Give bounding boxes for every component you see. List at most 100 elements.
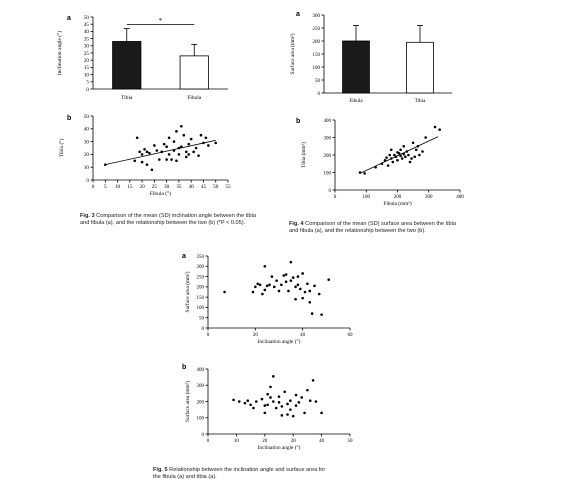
fig4b-point xyxy=(414,148,418,152)
fig4b-x-label: Fibula (mm²) xyxy=(383,200,411,207)
fig4b-point xyxy=(424,136,427,139)
fig3b-point xyxy=(180,145,183,149)
fig3-caption-label: Fig. 3 xyxy=(80,213,95,219)
fig5b-y-label: Surface area (mm²) xyxy=(184,381,191,422)
fig3a-y-tick-label: 30 xyxy=(84,44,90,50)
fig3b-point xyxy=(160,150,164,154)
fig4b-point xyxy=(407,153,410,157)
fig4b-point xyxy=(396,158,399,162)
fig3b-point xyxy=(145,150,149,154)
fig4b-x-tick-label: 200 xyxy=(394,195,402,200)
fig5a-y-tick-label: 350 xyxy=(197,255,205,260)
fig5b-point xyxy=(314,400,318,403)
fig5b-point xyxy=(232,398,235,402)
fig5-caption-text: Relationship between the inclination ang… xyxy=(153,467,326,481)
fig5a-y-tick-label: 0 xyxy=(202,327,205,332)
fig4a-category-label: Tibia xyxy=(415,98,426,104)
fig5a-point xyxy=(254,285,257,289)
fig5b-point xyxy=(252,406,255,410)
fig4b-point xyxy=(400,157,404,160)
fig3b-point xyxy=(140,153,144,156)
fig3b-point xyxy=(194,146,198,150)
fig4a-y-label: Surface area (mm²) xyxy=(289,33,296,74)
fig3b-point xyxy=(165,158,168,161)
fig5a-point xyxy=(310,312,314,315)
fig3b-point xyxy=(187,153,191,156)
fig5a-point xyxy=(296,275,300,278)
fig3b-point xyxy=(197,154,200,157)
fig4b-point xyxy=(416,144,420,148)
fig5a-point xyxy=(306,282,309,286)
fig3b-trend-line xyxy=(105,139,216,166)
fig5b-point xyxy=(311,379,315,382)
fig3b-point xyxy=(204,136,208,140)
fig3a-panel-label: a xyxy=(67,15,71,22)
fig3b-point xyxy=(133,159,137,163)
fig5b-y-tick-label: 200 xyxy=(197,400,205,405)
fig5b-point xyxy=(277,401,281,404)
fig3b-x-label: Fibula (°) xyxy=(150,190,171,197)
fig5a-panel-label: a xyxy=(182,253,186,260)
fig4b-point xyxy=(411,141,415,145)
fig5a-y-label: Surface area (mm²) xyxy=(184,271,191,312)
fig3b-point xyxy=(199,133,203,137)
fig4b-point xyxy=(391,160,395,164)
fig4b-x-tick-label: 100 xyxy=(363,195,371,200)
fig5a-x-tick-label: 0 xyxy=(207,333,210,338)
fig5a-point xyxy=(308,289,312,293)
fig4b-point xyxy=(389,148,393,152)
fig3b-point xyxy=(187,142,191,146)
fig5a-y-tick-label: 200 xyxy=(197,286,205,291)
fig3b-point xyxy=(148,151,151,155)
fig5b-point xyxy=(269,396,272,399)
fig3b-y-tick-label: 30 xyxy=(84,139,90,145)
fig3b-point xyxy=(184,155,188,159)
fig3a-significance-marker: * xyxy=(159,17,163,25)
fig5a-point xyxy=(303,290,307,294)
fig5b-point xyxy=(254,400,258,403)
fig3a-y-tick-label: 40 xyxy=(84,29,90,35)
fig4-caption-label: Fig. 4 xyxy=(289,221,304,227)
fig3b-point xyxy=(103,163,107,166)
fig4b-x-tick-label: 300 xyxy=(425,195,433,200)
fig5b-point xyxy=(249,403,252,407)
fig3a-y-tick-label: 25 xyxy=(84,51,90,57)
fig5a-point xyxy=(301,296,304,300)
fig3b-point xyxy=(153,144,156,147)
fig3b-y-tick-label: 40 xyxy=(84,127,90,133)
fig4b-point xyxy=(438,128,441,131)
fig4b-point xyxy=(421,150,424,153)
fig4b-point xyxy=(389,157,393,160)
fig4b-y-label: Tibia (mm²) xyxy=(300,142,307,168)
fig5a-y-tick-label: 50 xyxy=(199,317,205,322)
fig4b-y-tick-label: 300 xyxy=(324,136,332,141)
fig5b-x-tick-label: 50 xyxy=(348,439,354,444)
fig5a-x-tick-label: 20 xyxy=(253,333,259,338)
fig5b-point xyxy=(300,396,304,399)
fig5a-point xyxy=(272,285,276,289)
fig5a-point xyxy=(299,287,302,291)
fig5a-point xyxy=(263,264,267,268)
fig3b-panel-label: b xyxy=(67,115,71,122)
fig3b-point xyxy=(170,158,173,161)
fig4b-point xyxy=(405,150,409,153)
fig5a-point xyxy=(296,283,300,287)
fig4b-y-tick-label: 200 xyxy=(324,154,332,159)
fig5b-x-tick-label: 20 xyxy=(262,439,268,444)
fig4a-y-tick-label: 0 xyxy=(318,92,321,97)
fig5b-point xyxy=(237,400,241,403)
fig5a-point xyxy=(268,283,271,287)
fig4b-point xyxy=(374,165,377,169)
fig5b-point xyxy=(277,395,281,398)
fig5a-x-tick-label: 60 xyxy=(348,333,354,338)
fig5b-x-label: Inclination angle (°) xyxy=(258,444,301,451)
fig5a-point xyxy=(289,279,293,282)
fig5b-point xyxy=(269,385,272,389)
fig3b-point xyxy=(150,168,154,172)
fig5b-point xyxy=(272,400,275,403)
fig5b-point xyxy=(294,393,298,397)
fig4a-y-tick-label: 200 xyxy=(313,40,321,45)
fig3b-point xyxy=(202,141,205,145)
